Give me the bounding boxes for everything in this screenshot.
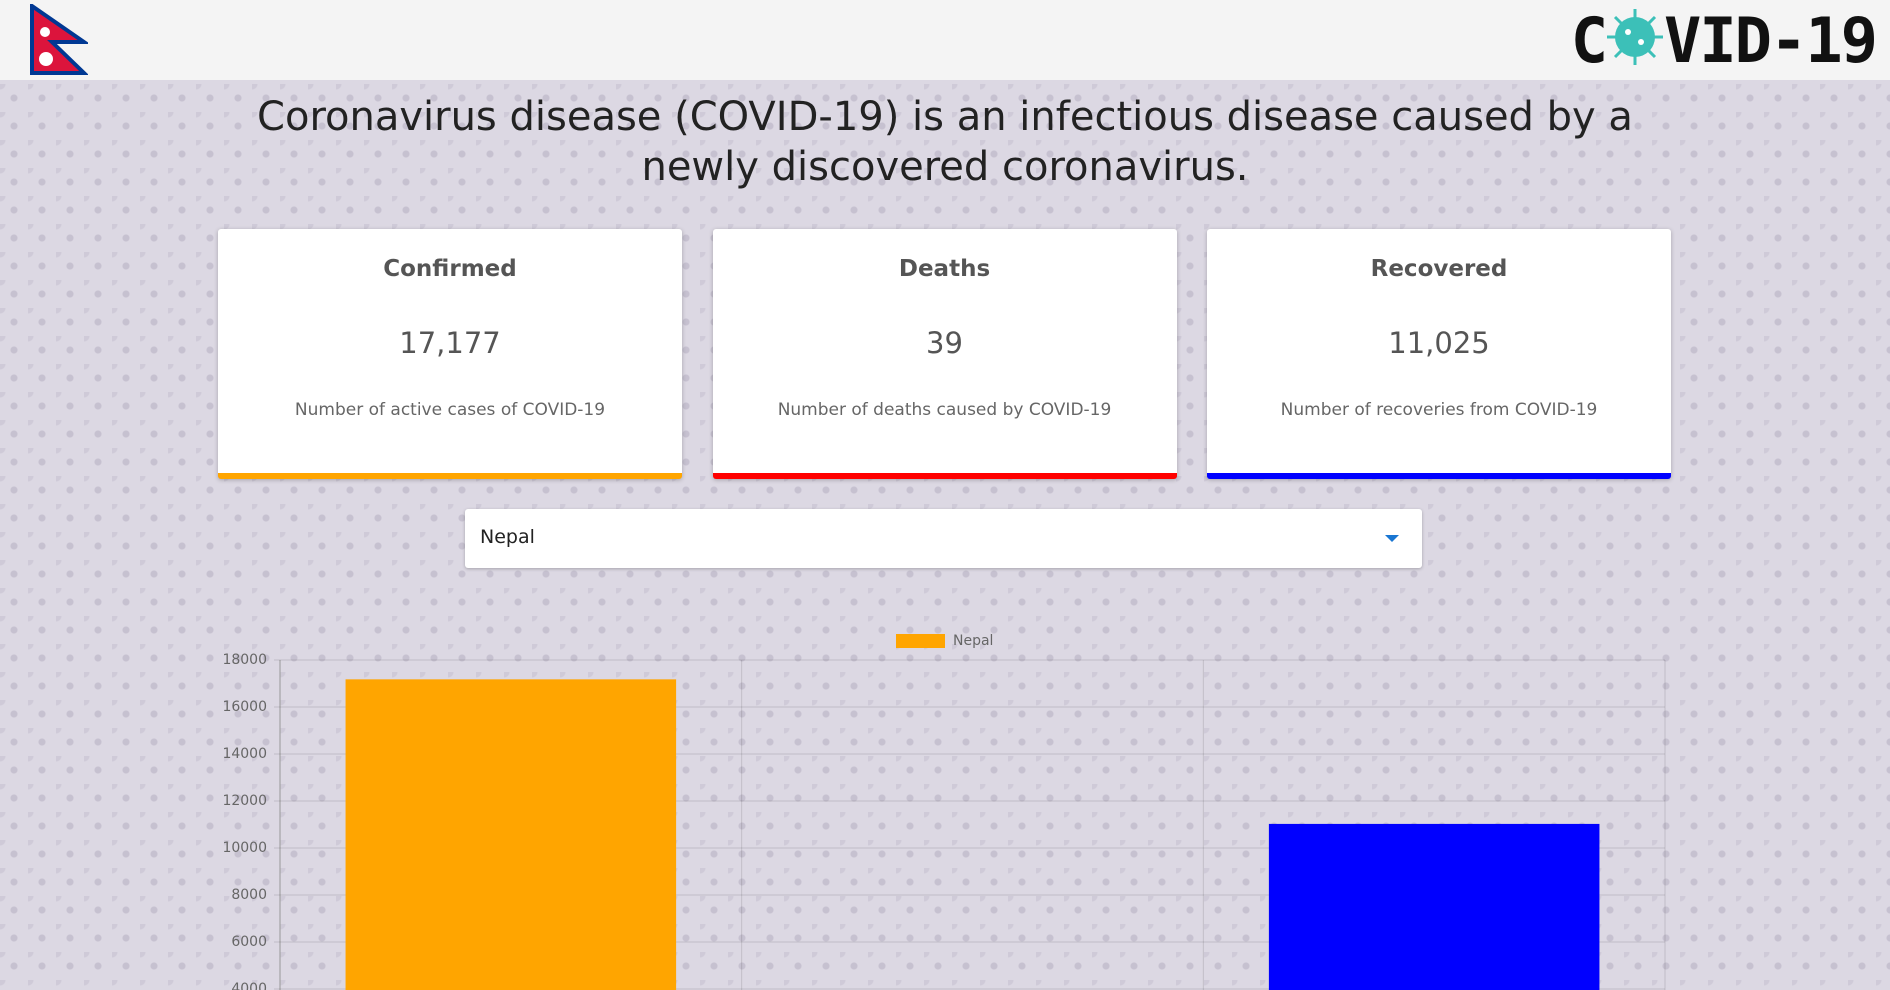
page-title: Coronavirus disease (COVID-19) is an inf…: [257, 94, 1633, 190]
stat-card: Deaths 39 Number of deaths caused by COVID…: [712, 229, 1177, 479]
logo-text: C: [1570, 4, 1608, 77]
y-tick-label: 12000: [222, 793, 267, 809]
header: C VID-19: [0, 0, 1890, 80]
card-title: Deaths: [898, 256, 991, 282]
card-value: 11,025: [1388, 326, 1490, 360]
logo: C VID-19: [1570, 4, 1878, 77]
country-select[interactable]: Nepal: [465, 509, 1422, 568]
card-description: Number of recoveries from COVID-19: [1280, 400, 1598, 420]
card-title: Confirmed: [383, 256, 517, 282]
nepal-flag: [30, 4, 88, 75]
card-description: Number of active cases of COVID-19: [294, 400, 606, 420]
legend-label: Nepal: [953, 633, 993, 649]
stat-card: Confirmed 17,177 Number of active cases of…: [218, 229, 682, 479]
y-tick-label: 8000: [231, 887, 267, 903]
y-tick-label: 16000: [222, 699, 267, 715]
logo-text: VID-19: [1664, 4, 1878, 77]
bar: [1268, 823, 1600, 990]
y-tick-label: 10000: [222, 840, 267, 856]
dropdown-arrow: [1385, 535, 1399, 542]
stat-card: Recovered 11,025 Number of recoveries from…: [1207, 229, 1671, 479]
y-tick-label: 14000: [222, 746, 267, 762]
card-description: Number of deaths caused by COVID-19: [777, 400, 1112, 420]
card-value: 17,177: [399, 326, 501, 360]
y-tick-label: 6000: [231, 934, 267, 950]
y-tick-label: 4000: [231, 981, 267, 990]
select-value: Nepal: [480, 526, 535, 548]
y-tick-label: 18000: [222, 652, 267, 668]
bar: [345, 679, 677, 990]
card-value: 39: [926, 326, 963, 360]
virus-icon: [1607, 9, 1664, 65]
legend-swatch: [896, 634, 945, 648]
card-title: Recovered: [1370, 256, 1508, 282]
